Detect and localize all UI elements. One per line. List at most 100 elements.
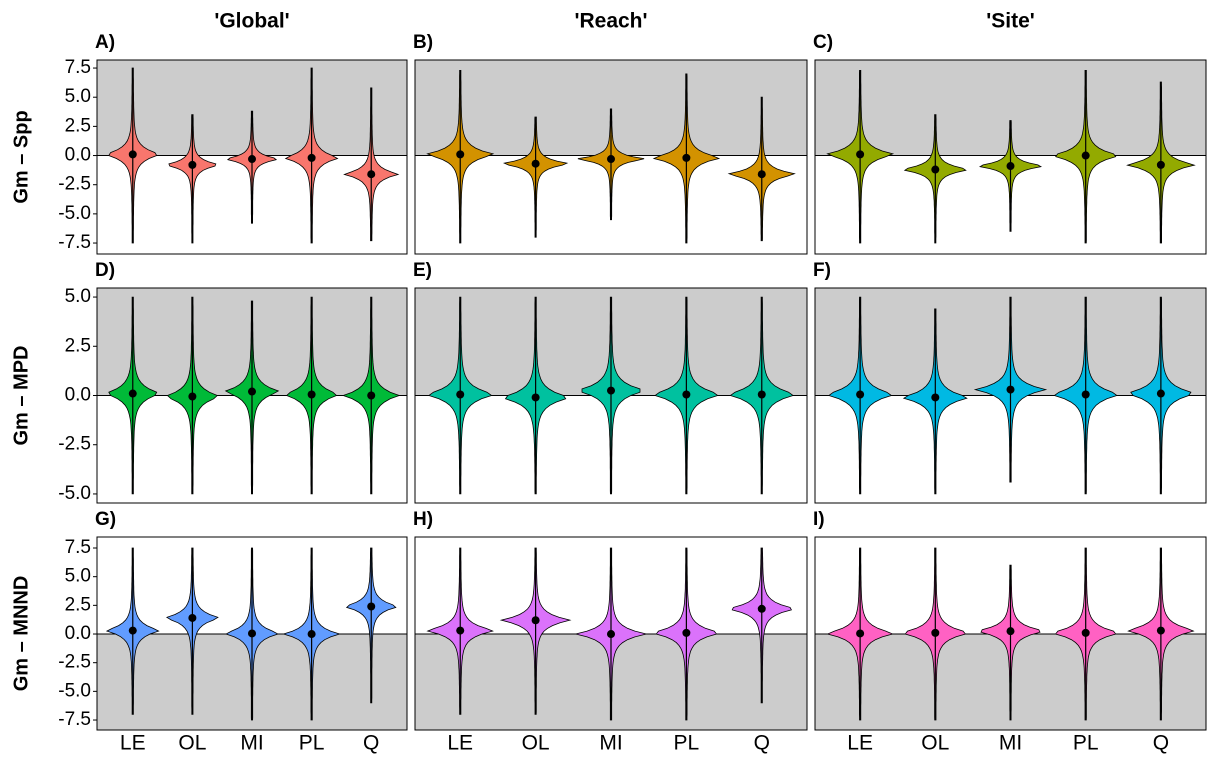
mean-point bbox=[1156, 389, 1165, 398]
column-title: 'Global' bbox=[214, 10, 289, 33]
mean-point bbox=[1006, 385, 1015, 394]
mean-point bbox=[456, 150, 465, 159]
y-tick-label: 0.0 bbox=[65, 385, 91, 406]
y-axis-title: Gm – Spp bbox=[10, 110, 32, 203]
x-tick-label: Q bbox=[754, 732, 770, 755]
mean-point bbox=[307, 390, 316, 399]
panel-frame bbox=[814, 59, 1207, 255]
column-title: 'Reach' bbox=[574, 10, 647, 33]
mean-point bbox=[1081, 390, 1090, 399]
y-tick-label: 2.5 bbox=[65, 115, 91, 136]
mean-point bbox=[248, 155, 256, 164]
mean-point bbox=[931, 628, 940, 637]
mean-point bbox=[856, 150, 865, 159]
panel-label: I) bbox=[813, 509, 825, 530]
mean-point bbox=[531, 616, 540, 625]
mean-point bbox=[307, 153, 316, 162]
y-tick-label: 0.0 bbox=[65, 623, 91, 644]
mean-point bbox=[757, 170, 766, 179]
panel-label: H) bbox=[413, 509, 433, 530]
mean-point bbox=[856, 390, 865, 399]
y-tick-label: 5.0 bbox=[65, 566, 91, 587]
panel-label: B) bbox=[413, 32, 433, 53]
y-axis-title: Gm – MNND bbox=[10, 576, 32, 692]
mean-point bbox=[607, 630, 615, 639]
mean-point bbox=[128, 626, 137, 635]
mean-point bbox=[531, 159, 540, 168]
mean-point bbox=[531, 393, 540, 402]
panel-label: C) bbox=[813, 32, 833, 53]
mean-point bbox=[248, 387, 256, 396]
mean-point bbox=[931, 165, 940, 174]
panel-label: G) bbox=[95, 509, 116, 530]
x-tick-label: LE bbox=[447, 732, 473, 755]
mean-point bbox=[856, 629, 865, 638]
panel-label: F) bbox=[813, 260, 831, 281]
mean-point bbox=[128, 389, 137, 398]
x-tick-label: LE bbox=[847, 732, 873, 755]
mean-point bbox=[757, 604, 766, 613]
x-tick-label: MI bbox=[599, 732, 622, 755]
panel-label: A) bbox=[95, 32, 115, 53]
mean-point bbox=[1156, 626, 1165, 635]
panel-label: E) bbox=[413, 260, 432, 281]
panel-frame bbox=[414, 59, 808, 255]
column-title: 'Site' bbox=[986, 10, 1035, 33]
x-tick-label: OL bbox=[921, 732, 949, 755]
y-tick-label: -5.0 bbox=[58, 203, 91, 224]
mean-point bbox=[367, 170, 376, 179]
mean-point bbox=[1081, 151, 1090, 160]
y-tick-label: -7.5 bbox=[58, 232, 91, 253]
x-tick-label: OL bbox=[522, 732, 550, 755]
mean-point bbox=[248, 629, 256, 638]
x-tick-label: Q bbox=[363, 732, 379, 755]
mean-point bbox=[367, 391, 376, 400]
panel-frame bbox=[814, 287, 1207, 504]
x-tick-label: PL bbox=[1073, 732, 1099, 755]
panel-label: D) bbox=[95, 260, 115, 281]
x-tick-label: MI bbox=[999, 732, 1022, 755]
y-tick-label: -7.5 bbox=[58, 709, 91, 730]
mean-point bbox=[188, 160, 197, 169]
mean-point bbox=[682, 628, 691, 637]
mean-point bbox=[682, 390, 691, 399]
y-tick-label: 7.5 bbox=[65, 537, 91, 558]
y-tick-label: -2.5 bbox=[58, 174, 91, 195]
mean-point bbox=[1006, 162, 1015, 171]
y-tick-label: -5.0 bbox=[58, 680, 91, 701]
mean-point bbox=[367, 602, 376, 611]
x-tick-label: LE bbox=[120, 732, 146, 755]
x-tick-label: PL bbox=[299, 732, 325, 755]
x-tick-label: OL bbox=[178, 732, 206, 755]
y-tick-label: 5.0 bbox=[65, 86, 91, 107]
mean-point bbox=[188, 613, 197, 622]
mean-point bbox=[456, 626, 465, 635]
panel-frame bbox=[414, 536, 808, 731]
x-tick-label: Q bbox=[1153, 732, 1169, 755]
y-axis-title: Gm – MPD bbox=[10, 345, 32, 445]
y-tick-label: -5.0 bbox=[58, 483, 91, 504]
mean-point bbox=[128, 150, 137, 159]
mean-point bbox=[1156, 160, 1165, 169]
mean-point bbox=[607, 386, 615, 395]
x-tick-label: PL bbox=[674, 732, 700, 755]
mean-point bbox=[931, 393, 940, 402]
y-tick-label: 5.0 bbox=[65, 286, 91, 307]
mean-point bbox=[307, 630, 316, 639]
mean-point bbox=[757, 390, 766, 399]
mean-point bbox=[1006, 627, 1015, 636]
y-tick-label: 0.0 bbox=[65, 145, 91, 166]
mean-point bbox=[456, 390, 465, 399]
y-tick-label: -2.5 bbox=[58, 434, 91, 455]
y-tick-label: 7.5 bbox=[65, 57, 91, 78]
y-tick-label: 2.5 bbox=[65, 594, 91, 615]
panel-frame bbox=[96, 59, 408, 255]
mean-point bbox=[1081, 628, 1090, 637]
mean-point bbox=[607, 155, 615, 164]
y-tick-label: -2.5 bbox=[58, 652, 91, 673]
panel-frame bbox=[96, 536, 408, 731]
y-tick-label: 2.5 bbox=[65, 335, 91, 356]
mean-point bbox=[682, 153, 691, 162]
panel-frame bbox=[814, 536, 1207, 731]
